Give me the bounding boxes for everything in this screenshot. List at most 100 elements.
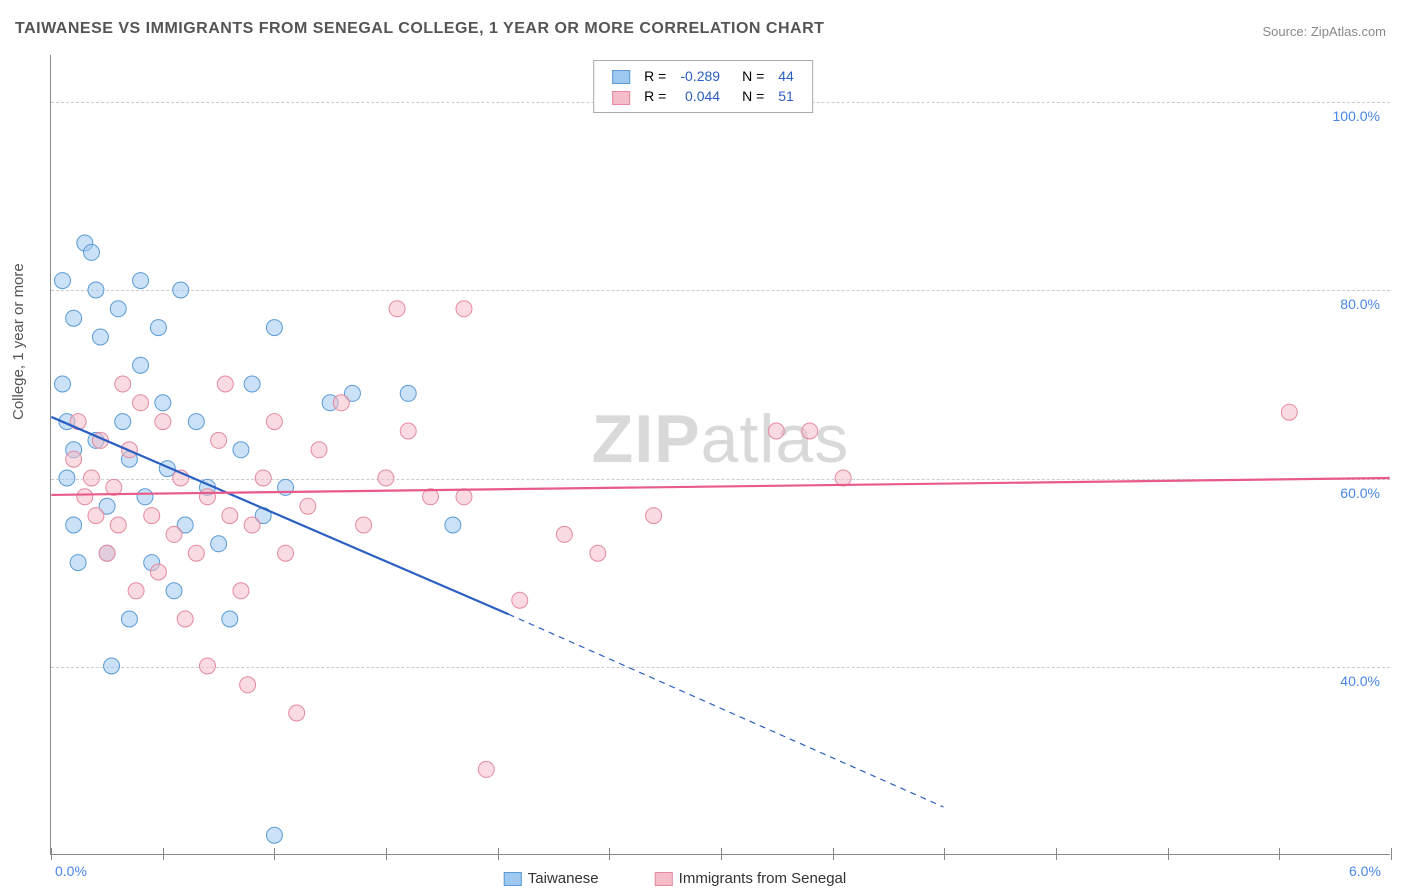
scatter-point	[400, 385, 416, 401]
legend-label: Taiwanese	[528, 870, 599, 887]
scatter-point	[646, 508, 662, 524]
scatter-point	[55, 376, 71, 392]
legend-r-label: R =	[638, 67, 672, 85]
plot-area: ZIPatlas 40.0%60.0%80.0%100.0%0.0%6.0%	[50, 55, 1390, 855]
scatter-point	[155, 414, 171, 430]
scatter-point	[173, 282, 189, 298]
legend-item: Taiwanese	[504, 869, 627, 886]
scatter-point	[128, 583, 144, 599]
scatter-point	[70, 555, 86, 571]
scatter-point	[55, 273, 71, 289]
scatter-point	[217, 376, 233, 392]
legend-r-value: 0.044	[674, 87, 726, 105]
scatter-svg	[51, 55, 1390, 854]
scatter-point	[133, 273, 149, 289]
scatter-point	[199, 489, 215, 505]
scatter-point	[590, 545, 606, 561]
scatter-point	[166, 526, 182, 542]
scatter-point	[244, 376, 260, 392]
legend-n-value: 51	[772, 87, 800, 105]
scatter-point	[1281, 404, 1297, 420]
legend-swatch	[612, 91, 630, 105]
scatter-point	[233, 442, 249, 458]
scatter-point	[478, 761, 494, 777]
scatter-point	[59, 470, 75, 486]
scatter-point	[188, 545, 204, 561]
scatter-point	[155, 395, 171, 411]
legend-stats-row: R =0.044N =51	[606, 87, 800, 105]
scatter-point	[66, 451, 82, 467]
scatter-point	[222, 611, 238, 627]
scatter-point	[222, 508, 238, 524]
legend-swatch	[655, 872, 673, 886]
legend-r-value: -0.289	[674, 67, 726, 85]
trend-line-extended	[509, 614, 944, 807]
scatter-point	[255, 470, 271, 486]
scatter-point	[289, 705, 305, 721]
scatter-point	[88, 282, 104, 298]
scatter-point	[768, 423, 784, 439]
scatter-point	[88, 508, 104, 524]
scatter-point	[137, 489, 153, 505]
scatter-point	[77, 489, 93, 505]
scatter-point	[150, 320, 166, 336]
legend-swatch	[504, 872, 522, 886]
scatter-point	[300, 498, 316, 514]
scatter-point	[278, 545, 294, 561]
scatter-point	[115, 414, 131, 430]
scatter-point	[92, 329, 108, 345]
scatter-point	[556, 526, 572, 542]
scatter-point	[115, 376, 131, 392]
scatter-point	[166, 583, 182, 599]
scatter-point	[512, 592, 528, 608]
scatter-point	[177, 611, 193, 627]
legend-bottom: Taiwanese Immigrants from Senegal	[504, 869, 902, 887]
scatter-point	[150, 564, 166, 580]
scatter-point	[266, 827, 282, 843]
scatter-point	[456, 301, 472, 317]
legend-swatch	[612, 70, 630, 84]
scatter-point	[133, 357, 149, 373]
x-tick-label: 6.0%	[1349, 863, 1381, 879]
scatter-point	[311, 442, 327, 458]
trend-line	[51, 478, 1389, 495]
legend-stats-box: R =-0.289N =44R =0.044N =51	[593, 60, 813, 113]
scatter-point	[211, 536, 227, 552]
scatter-point	[378, 470, 394, 486]
trend-line	[51, 417, 508, 614]
scatter-point	[445, 517, 461, 533]
scatter-point	[121, 611, 137, 627]
scatter-point	[110, 301, 126, 317]
scatter-point	[133, 395, 149, 411]
x-tick-label: 0.0%	[55, 863, 87, 879]
scatter-point	[188, 414, 204, 430]
scatter-point	[144, 508, 160, 524]
y-axis-label: College, 1 year or more	[10, 263, 27, 420]
legend-r-label: R =	[638, 87, 672, 105]
scatter-point	[110, 517, 126, 533]
x-tick	[1391, 848, 1392, 860]
scatter-point	[104, 658, 120, 674]
scatter-point	[66, 310, 82, 326]
scatter-point	[356, 517, 372, 533]
scatter-point	[233, 583, 249, 599]
scatter-point	[266, 320, 282, 336]
scatter-point	[389, 301, 405, 317]
scatter-point	[266, 414, 282, 430]
scatter-point	[400, 423, 416, 439]
scatter-point	[333, 395, 349, 411]
legend-stats-row: R =-0.289N =44	[606, 67, 800, 85]
scatter-point	[211, 432, 227, 448]
source-label: Source: ZipAtlas.com	[1262, 24, 1386, 39]
legend-n-label: N =	[728, 87, 770, 105]
legend-item: Immigrants from Senegal	[655, 869, 875, 886]
scatter-point	[66, 517, 82, 533]
scatter-point	[83, 244, 99, 260]
legend-n-label: N =	[728, 67, 770, 85]
scatter-point	[835, 470, 851, 486]
legend-label: Immigrants from Senegal	[679, 870, 847, 887]
legend-stats-table: R =-0.289N =44R =0.044N =51	[604, 65, 802, 108]
scatter-point	[802, 423, 818, 439]
legend-n-value: 44	[772, 67, 800, 85]
scatter-point	[244, 517, 260, 533]
